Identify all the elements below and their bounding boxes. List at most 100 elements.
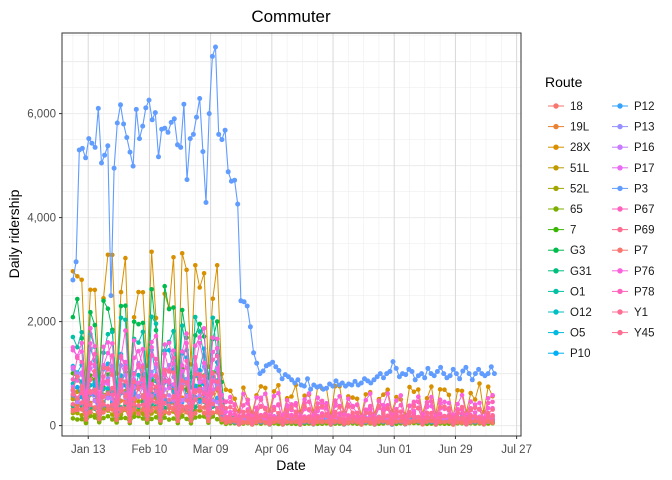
data-point	[118, 408, 124, 414]
data-point	[166, 369, 172, 374]
data-point	[131, 371, 137, 377]
data-point	[223, 420, 229, 426]
data-point	[171, 394, 176, 399]
x-tick-label: May 04	[314, 444, 352, 456]
data-point	[411, 399, 417, 405]
data-point	[206, 411, 211, 416]
data-point	[197, 414, 202, 419]
data-point	[328, 420, 334, 426]
data-point	[394, 414, 399, 420]
data-point	[485, 400, 491, 406]
data-point	[123, 415, 128, 421]
highlight-point	[466, 371, 472, 377]
data-point	[306, 415, 312, 420]
highlight-point	[434, 369, 440, 374]
data-point	[284, 398, 290, 403]
data-point	[123, 328, 128, 333]
data-point	[437, 411, 443, 417]
data-point	[193, 263, 198, 268]
legend-key-point	[553, 144, 559, 150]
data-point	[411, 404, 417, 409]
data-point	[140, 346, 146, 352]
data-point	[411, 389, 417, 395]
data-point	[446, 400, 452, 406]
data-point	[350, 395, 356, 400]
highlight-point	[390, 359, 396, 365]
data-point	[363, 407, 369, 413]
data-point	[201, 398, 207, 404]
data-point	[105, 391, 111, 397]
data-point	[367, 391, 373, 397]
highlight-point	[213, 44, 218, 50]
data-point	[210, 357, 216, 363]
data-point	[324, 419, 329, 424]
data-point	[83, 417, 89, 422]
legend-label: Y1	[634, 307, 648, 319]
data-point	[193, 415, 198, 420]
data-point	[424, 419, 430, 425]
data-point	[92, 351, 98, 357]
data-point	[123, 393, 128, 399]
highlight-point	[431, 373, 437, 379]
data-point	[179, 251, 185, 256]
highlight-point	[156, 154, 161, 160]
data-point	[319, 413, 325, 419]
data-point	[210, 370, 216, 376]
data-point	[153, 405, 159, 411]
data-point	[228, 394, 233, 400]
data-point	[241, 385, 246, 391]
data-point	[92, 344, 98, 349]
data-point	[258, 397, 264, 403]
data-point	[193, 355, 198, 360]
highlight-point	[194, 114, 199, 120]
data-point	[153, 321, 159, 327]
data-point	[206, 418, 211, 424]
data-point	[201, 391, 207, 396]
data-point	[276, 391, 281, 396]
data-point	[153, 333, 159, 339]
data-point	[101, 415, 106, 421]
data-point	[70, 314, 76, 320]
data-point	[149, 416, 154, 422]
data-point	[258, 384, 264, 389]
highlight-point	[469, 377, 475, 383]
data-point	[105, 395, 111, 401]
legend-label: P67	[634, 204, 654, 216]
x-tick-label: Apr 06	[255, 444, 289, 456]
legend: Route 18 19L 28X 51L 52L 65 7 G3 G31 O1 O12 O5 P10 P1…	[545, 74, 654, 360]
data-point	[214, 416, 220, 422]
legend-label: P3	[634, 183, 648, 195]
legend-key-point	[617, 329, 623, 336]
data-point	[416, 394, 421, 400]
highlight-point	[425, 365, 431, 371]
legend-item-P7: P7	[612, 245, 648, 257]
data-point	[337, 404, 342, 410]
highlight-point	[295, 377, 301, 383]
data-point	[263, 385, 268, 391]
highlight-point	[453, 371, 459, 377]
data-point	[442, 404, 447, 409]
data-point	[372, 416, 377, 422]
data-point	[232, 396, 237, 402]
highlight-point	[70, 277, 76, 283]
data-point	[153, 415, 159, 420]
data-point	[424, 410, 430, 416]
data-point	[468, 414, 474, 419]
data-point	[271, 393, 277, 399]
data-point	[297, 421, 303, 426]
data-point	[201, 379, 207, 385]
data-point	[79, 277, 84, 283]
data-point	[184, 267, 189, 273]
data-point	[171, 328, 176, 334]
data-point	[289, 405, 294, 411]
data-point	[376, 419, 382, 425]
data-point	[149, 386, 154, 392]
x-tick-label: Jun 29	[438, 444, 473, 456]
data-point	[385, 387, 391, 393]
data-point	[153, 400, 159, 405]
data-point	[223, 415, 229, 421]
data-point	[254, 405, 259, 411]
data-point	[79, 340, 84, 346]
data-point	[214, 336, 220, 342]
data-point	[367, 410, 373, 416]
